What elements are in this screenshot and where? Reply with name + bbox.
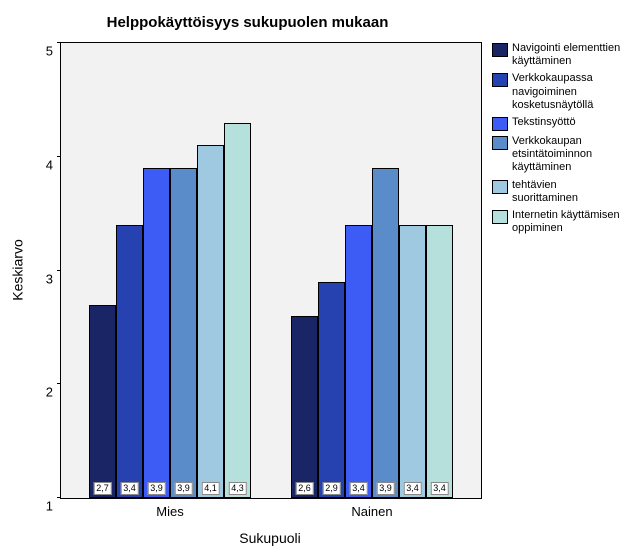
bar-value-label: 3,4	[430, 482, 449, 495]
bar-value-label: 3,4	[120, 482, 139, 495]
legend-label: Navigointi elementtien käyttäminen	[512, 42, 622, 68]
y-tick-label: 3	[46, 271, 61, 286]
legend-label: Verkkokaupan etsintätoiminnon käyttämine…	[512, 135, 622, 175]
bar: 3,9	[170, 168, 197, 498]
bar-value-label: 2,7	[93, 482, 112, 495]
bar: 2,6	[291, 316, 318, 498]
y-axis-label-text: Keskiarvo	[10, 239, 26, 300]
bar-value-label: 3,4	[349, 482, 368, 495]
y-tick-mark	[57, 42, 61, 43]
y-tick-label: 1	[46, 499, 61, 514]
bar-value-label: 2,6	[295, 482, 314, 495]
x-tick-label: Mies	[89, 498, 251, 519]
legend-swatch	[492, 210, 508, 224]
bar: 3,9	[143, 168, 170, 498]
x-tick-label: Nainen	[291, 498, 453, 519]
bar: 3,4	[116, 225, 143, 498]
bar-value-label: 2,9	[322, 482, 341, 495]
legend-label: tehtävien suorittaminen	[512, 179, 622, 205]
bar-group: 2,6 2,9 3,4 3,9 3,4 3,4	[291, 168, 453, 498]
legend-label: Internetin käyttämisen oppiminen	[512, 209, 622, 235]
y-tick-mark	[57, 156, 61, 157]
legend-item: tehtävien suorittaminen	[492, 179, 622, 205]
bar: 2,7	[89, 305, 116, 498]
y-axis-label: Keskiarvo	[8, 42, 28, 497]
bar: 2,9	[318, 282, 345, 498]
bar-value-label: 3,9	[147, 482, 166, 495]
bar-value-label: 4,1	[201, 482, 220, 495]
legend-label: Verkkokaupassa navigoiminen kosketusnäyt…	[512, 72, 622, 112]
bar-value-label: 4,3	[228, 482, 247, 495]
y-tick-mark	[57, 270, 61, 271]
bar-group: 2,7 3,4 3,9 3,9 4,1 4,3	[89, 123, 251, 498]
y-tick-mark	[57, 497, 61, 498]
y-tick-label: 2	[46, 385, 61, 400]
x-axis-label: Sukupuoli	[60, 530, 480, 546]
bar: 3,9	[372, 168, 399, 498]
bar: 3,4	[399, 225, 426, 498]
legend-swatch	[492, 136, 508, 150]
legend-item: Navigointi elementtien käyttäminen	[492, 42, 622, 68]
legend-swatch	[492, 73, 508, 87]
legend-item: Tekstinsyöttö	[492, 116, 622, 131]
legend: Navigointi elementtien käyttäminen Verkko…	[492, 42, 622, 239]
legend-item: Internetin käyttämisen oppiminen	[492, 209, 622, 235]
plot-area: 123452,73,43,93,94,14,3Mies2,62,93,43,93…	[60, 42, 482, 499]
legend-swatch	[492, 43, 508, 57]
y-tick-label: 4	[46, 157, 61, 172]
bar-value-label: 3,9	[376, 482, 395, 495]
legend-swatch	[492, 180, 508, 194]
y-tick-mark	[57, 383, 61, 384]
legend-item: Verkkokaupan etsintätoiminnon käyttämine…	[492, 135, 622, 175]
bar: 3,4	[345, 225, 372, 498]
chart-title: Helppokäyttöisyys sukupuolen mukaan	[0, 14, 495, 31]
bar: 4,3	[224, 123, 251, 498]
y-tick-label: 5	[46, 44, 61, 59]
chart-container: Helppokäyttöisyys sukupuolen mukaan Kesk…	[0, 0, 625, 556]
legend-item: Verkkokaupassa navigoiminen kosketusnäyt…	[492, 72, 622, 112]
legend-swatch	[492, 117, 508, 131]
bar: 3,4	[426, 225, 453, 498]
bar-value-label: 3,4	[403, 482, 422, 495]
legend-label: Tekstinsyöttö	[512, 116, 576, 129]
bar-value-label: 3,9	[174, 482, 193, 495]
bar: 4,1	[197, 145, 224, 498]
